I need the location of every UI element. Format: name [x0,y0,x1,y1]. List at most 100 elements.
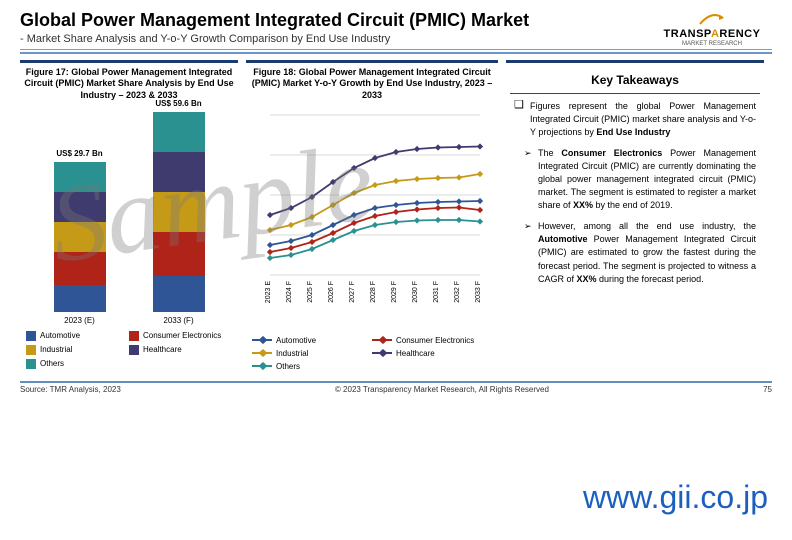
logo-subtext: MARKET RESEARCH [652,41,772,47]
x-axis-label: 2031 F [433,281,440,303]
takeaway-main: ❑ Figures represent the global Power Man… [514,100,756,139]
data-point-icon [267,227,273,233]
takeaway-text: However, among all the end use industry,… [538,220,756,285]
data-point-icon [477,218,483,224]
legend-label: Others [40,359,64,368]
legend-line-icon [252,349,272,357]
overlay-url: www.gii.co.jp [583,479,768,516]
data-point-icon [393,178,399,184]
bar-segment [153,152,205,192]
data-point-icon [309,246,315,252]
legend-label: Automotive [40,331,80,340]
legend-label: Consumer Electronics [143,331,221,340]
takeaways-heading: Key Takeaways [510,67,760,94]
bar-segment [54,192,106,222]
x-axis-label: 2024 F [286,281,293,303]
legend-swatch-icon [26,359,36,369]
page-number: 75 [763,385,772,394]
bar-segment [54,252,106,285]
legend-label: Automotive [276,336,316,345]
bar-segment [153,192,205,232]
report-page: Global Power Management Integrated Circu… [0,0,792,540]
arrow-swoosh-icon [699,12,725,26]
data-point-icon [477,143,483,149]
data-point-icon [393,149,399,155]
bar-segment [153,112,205,152]
data-point-icon [477,207,483,213]
data-point-icon [351,220,357,226]
data-point-icon [351,228,357,234]
x-axis-label: 2026 F [328,281,335,303]
data-point-icon [330,237,336,243]
legend-line-icon [372,336,392,344]
legend-label: Consumer Electronics [396,336,474,345]
logo-text: TRANSPARENCY [652,28,772,40]
figure-17-title: Figure 17: Global Power Management Integ… [24,67,234,101]
legend-item: Consumer Electronics [372,336,492,345]
x-axis-label: 2032 F [454,281,461,303]
legend-label: Healthcare [396,349,435,358]
legend-item: Automotive [26,331,129,341]
bar-legend: Automotive Consumer Electronics Industrial… [24,325,234,375]
takeaway-text: The Consumer Electronics Power Managemen… [538,147,756,212]
data-point-icon [456,174,462,180]
x-axis-label: 2023 E [265,280,272,303]
legend-item: Healthcare [129,345,232,355]
data-point-icon [456,144,462,150]
legend-swatch-icon [129,345,139,355]
bar-stack [153,112,205,312]
data-point-icon [267,249,273,255]
data-point-icon [435,217,441,223]
data-point-icon [309,232,315,238]
takeaway-bullet: ➢The Consumer Electronics Power Manageme… [524,147,756,212]
arrow-bullet-icon: ➢ [524,220,532,285]
divider-accent [20,52,772,54]
legend-item: Automotive [252,336,372,345]
data-point-icon [414,176,420,182]
bar-segment [153,232,205,276]
footer-copyright: © 2023 Transparency Market Research, All… [121,385,763,394]
takeaway-main-text: Figures represent the global Power Manag… [530,100,756,139]
square-bullet-icon: ❑ [514,100,524,139]
data-point-icon [372,213,378,219]
data-point-icon [393,219,399,225]
bar-segment [54,162,106,192]
line-legend: Automotive Consumer Electronics Industrial… [250,330,494,377]
data-point-icon [288,222,294,228]
bar-value-label: US$ 29.7 Bn [56,149,102,158]
x-axis-label: 2029 F [391,281,398,303]
content-row: Figure 17: Global Power Management Integ… [20,60,772,377]
data-point-icon [267,242,273,248]
data-point-icon [414,217,420,223]
bar-value-label: US$ 59.6 Bn [155,99,201,108]
legend-item: Others [252,362,372,371]
legend-swatch-icon [26,345,36,355]
data-point-icon [288,238,294,244]
footer: Source: TMR Analysis, 2023 © 2023 Transp… [20,383,772,394]
legend-label: Others [276,362,300,371]
line-chart: 2023 E2024 F2025 F2026 F2027 F2028 F2029… [250,105,490,325]
data-point-icon [372,155,378,161]
bar-segment [54,222,106,252]
data-point-icon [456,198,462,204]
data-point-icon [288,205,294,211]
legend-item: Industrial [26,345,129,355]
legend-item: Consumer Electronics [129,331,232,341]
data-point-icon [456,217,462,223]
header: Global Power Management Integrated Circu… [20,10,772,45]
data-point-icon [435,205,441,211]
legend-item: Industrial [252,349,372,358]
legend-line-icon [252,362,272,370]
bar-category-label: 2033 (F) [163,316,193,325]
data-point-icon [414,200,420,206]
footer-source: Source: TMR Analysis, 2023 [20,385,121,394]
data-point-icon [414,206,420,212]
x-axis-label: 2025 F [307,281,314,303]
legend-line-icon [252,336,272,344]
stacked-bar-chart: US$ 29.7 Bn2023 (E)US$ 59.6 Bn2033 (F) [24,105,234,325]
legend-line-icon [372,349,392,357]
legend-label: Healthcare [143,345,182,354]
data-point-icon [414,146,420,152]
data-point-icon [372,222,378,228]
brand-logo: TRANSPARENCY MARKET RESEARCH [652,10,772,47]
